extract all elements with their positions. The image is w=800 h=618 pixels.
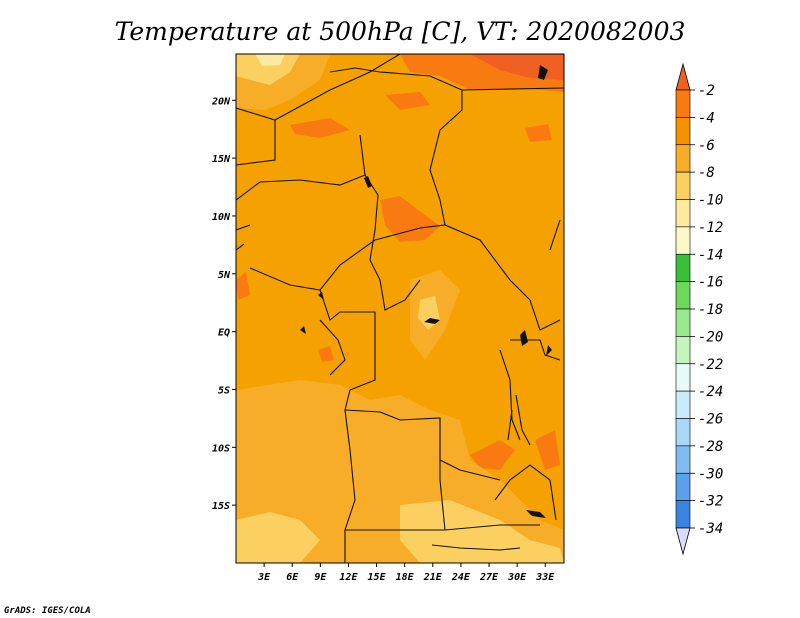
lon-tick-label: 3E: [257, 572, 271, 583]
chart-title: Temperature at 500hPa [C], VT: 202008200…: [115, 17, 686, 46]
colorbar-label: -22: [698, 357, 723, 373]
colorbar-bottom-arrow: [675, 527, 691, 556]
colorbar-swatch: [675, 445, 691, 474]
lat-tick-label: 10N: [212, 212, 231, 223]
colorbar-label: -6: [698, 138, 715, 154]
colorbar-label: -8: [698, 165, 715, 181]
country-borders: [236, 54, 564, 563]
lat-tick-label: 15S: [212, 501, 230, 512]
colorbar-swatch: [675, 308, 691, 337]
colorbar-swatch: [675, 171, 691, 200]
lat-tick-label: 15N: [212, 154, 231, 165]
colorbar-top-arrow: [675, 62, 691, 91]
colorbar-label: -34: [698, 521, 723, 537]
colorbar-swatch: [675, 336, 691, 365]
colorbar-swatch: [675, 144, 691, 173]
colorbar-swatch: [675, 500, 691, 529]
colorbar-swatch: [675, 89, 691, 118]
lon-tick-label: 30E: [507, 572, 527, 583]
lon-tick-label: 21E: [423, 572, 443, 583]
colorbar-swatch: [675, 281, 691, 310]
coldest-regions: [236, 54, 564, 563]
map-panel: [236, 54, 564, 563]
lat-tick-label: EQ: [218, 328, 230, 339]
lat-tick-label: 10S: [212, 443, 230, 454]
longitude-axis: 3E 6E 9E 12E 15E 18E 21E 24E 27E 30E 33E: [257, 563, 555, 583]
colorbar-label: -16: [698, 275, 723, 291]
colorbar-label: -12: [698, 220, 723, 236]
lon-tick-label: 24E: [451, 572, 471, 583]
lon-tick-label: 9E: [314, 572, 327, 583]
colorbar-swatch: [675, 390, 691, 419]
colorbar-label: -32: [698, 494, 723, 510]
latitude-axis: 20N 15N 10N 5N EQ 5S 10S 15S: [211, 96, 236, 512]
colorbar-label: -2: [698, 83, 715, 99]
colorbar-label: -26: [698, 412, 723, 428]
lon-tick-label: 18E: [396, 572, 415, 583]
map-frame: [235, 53, 565, 564]
colorbar-swatch: [675, 363, 691, 392]
colorbar: -2 -4 -6 -8 -10 -12 -14 -16 -18 -20 -22 -24 -26 -28 -3…: [675, 62, 723, 556]
lon-tick-label: 15E: [368, 572, 387, 583]
lat-tick-label: 5N: [218, 270, 231, 281]
colorbar-swatch: [675, 117, 691, 146]
lakes: [300, 65, 552, 518]
lon-tick-label: 33E: [535, 572, 555, 583]
colorbar-swatch: [675, 253, 691, 282]
lat-tick-label: 5S: [218, 385, 230, 396]
colorbar-label: -24: [698, 384, 723, 400]
colorbar-label: -10: [698, 193, 723, 209]
lat-tick-label: 20N: [211, 96, 231, 107]
lon-tick-label: 27E: [479, 572, 499, 583]
colorbar-label: -4: [698, 110, 715, 126]
colorbar-swatch: [675, 226, 691, 255]
colorbar-label: -18: [698, 302, 723, 318]
colorbar-label: -28: [698, 439, 723, 455]
colorbar-swatch: [675, 472, 691, 501]
colorbar-label: -30: [698, 466, 723, 482]
colorbar-swatch: [675, 418, 691, 447]
lon-tick-label: 6E: [286, 572, 299, 583]
grads-credit: GrADS: IGES/COLA: [4, 606, 91, 616]
colorbar-label: -14: [698, 247, 723, 263]
colorbar-swatch: [675, 199, 691, 228]
lon-tick-label: 12E: [339, 572, 358, 583]
colorbar-label: -20: [698, 329, 723, 345]
